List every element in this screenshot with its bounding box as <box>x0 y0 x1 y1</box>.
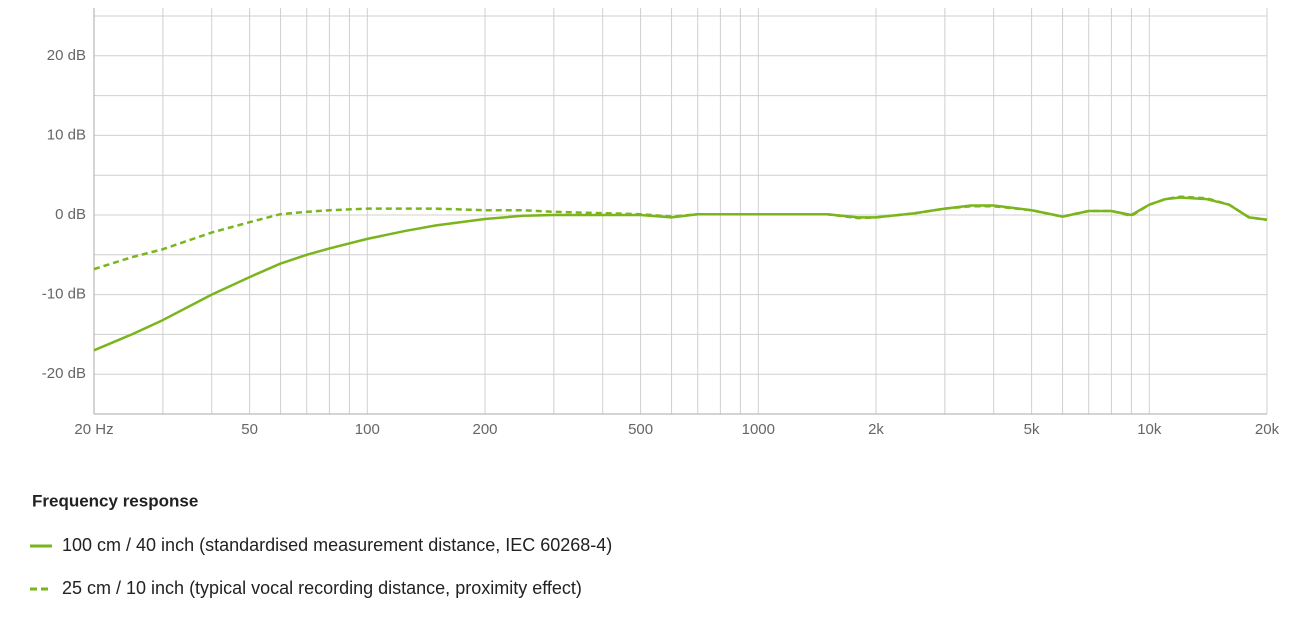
y-tick-label: 0 dB <box>55 206 86 223</box>
x-tick-label: 200 <box>472 421 497 438</box>
series-line <box>93 195 1268 271</box>
x-tick-label: 500 <box>628 421 653 438</box>
y-tick-label: -10 dB <box>42 286 86 303</box>
x-tick-label: 20k <box>1255 421 1280 438</box>
x-tick-label: 20 Hz <box>74 421 113 438</box>
legend-label: 25 cm / 10 inch (typical vocal recording… <box>62 578 582 598</box>
y-tick-label: -20 dB <box>42 365 86 382</box>
x-tick-label: 1000 <box>742 421 775 438</box>
x-tick-label: 10k <box>1137 421 1162 438</box>
x-tick-label: 5k <box>1024 421 1040 438</box>
series-line <box>93 196 1268 352</box>
x-tick-label: 50 <box>241 421 258 438</box>
legend-title: Frequency response <box>32 491 198 510</box>
legend-label: 100 cm / 40 inch (standardised measureme… <box>62 535 612 555</box>
x-tick-label: 100 <box>355 421 380 438</box>
x-tick-label: 2k <box>868 421 884 438</box>
y-tick-label: 10 dB <box>47 126 86 143</box>
y-tick-label: 20 dB <box>47 47 86 64</box>
